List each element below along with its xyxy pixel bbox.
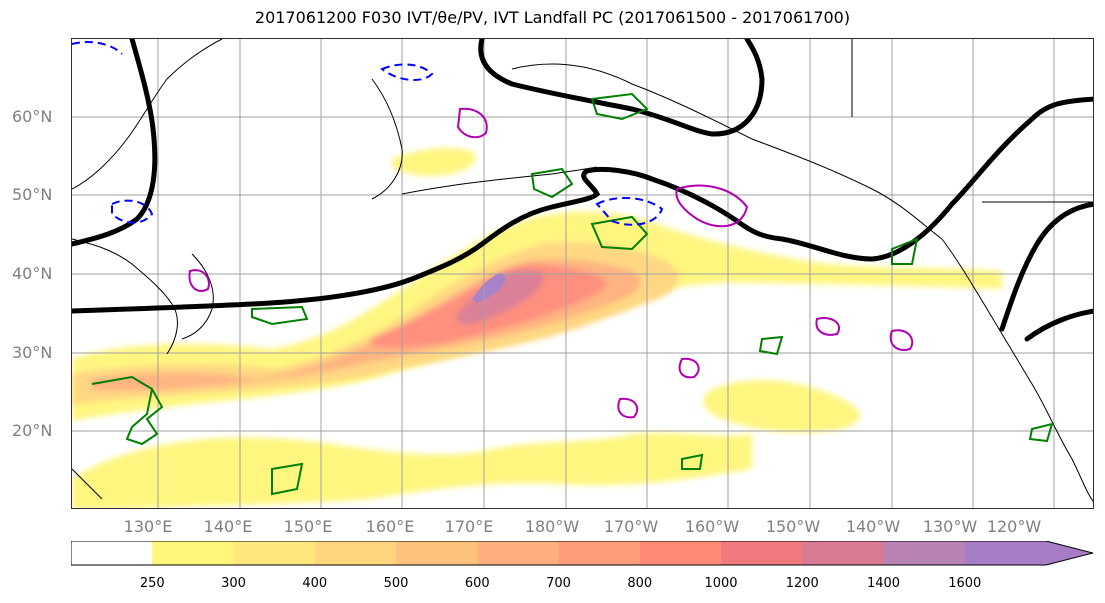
pv-contours-negative — [72, 41, 664, 226]
coast-philippines — [72, 468, 103, 500]
colorbar-tick-label: 500 — [383, 576, 409, 591]
map-title: 2017061200 F030 IVT/θe/PV, IVT Landfall … — [254, 8, 851, 27]
lat-label-50n: 50°N — [12, 185, 53, 204]
colorbar-extension-max — [964, 541, 1093, 565]
pv-contour-dashed — [380, 63, 434, 81]
landfall-pc-contour-north — [478, 39, 765, 137]
ivt-shading — [72, 147, 1002, 508]
colorbar-tick-label: 300 — [221, 576, 246, 591]
ivt-band-250-south — [72, 432, 752, 508]
colorbar-cell — [152, 541, 234, 565]
lat-label-20n: 20°N — [12, 421, 53, 440]
colorbar-cells — [71, 541, 1094, 566]
theta-e-contour — [590, 92, 649, 121]
theta-e-contour — [891, 237, 919, 265]
pv-contour — [678, 357, 700, 379]
theta-e-contour — [590, 215, 649, 251]
ivt-band-1200 — [456, 270, 544, 325]
pv-contour — [815, 317, 840, 336]
coast-aleutians — [401, 166, 598, 195]
lon-label-170e: 170°E — [444, 517, 494, 536]
ivt-band-250-east — [703, 379, 861, 433]
landfall-pc-contour-main — [72, 96, 1093, 314]
lon-label-150w: 150°W — [765, 517, 821, 536]
colorbar-tick-label: 1000 — [704, 576, 738, 591]
colorbar-tick-label: 600 — [464, 576, 490, 591]
lon-label-140e: 140°E — [203, 517, 253, 536]
theta-e-contour — [681, 453, 704, 470]
theta-e-contour — [1028, 422, 1054, 443]
colorbar-cell — [233, 541, 316, 565]
pv-contour-dashed — [595, 197, 664, 226]
pv-contour — [675, 184, 749, 228]
theta-e-contours — [91, 92, 1054, 496]
coast-japan — [181, 253, 214, 340]
colorbar-cell — [477, 541, 559, 565]
graticule — [72, 39, 1093, 508]
coast-kamchatka — [371, 78, 403, 200]
theta-e-contour — [530, 167, 574, 199]
coastlines — [72, 39, 1093, 503]
landfall-pc-contour-east — [999, 201, 1093, 332]
colorbar-tick-label: 1200 — [785, 576, 819, 591]
theta-e-contour — [271, 462, 304, 496]
colorbar-tick-label: 1600 — [948, 576, 982, 591]
colorbar-cell — [396, 541, 478, 565]
pv-contour — [617, 397, 639, 419]
ivt-band-1600 — [472, 273, 506, 303]
colorbar-cell — [883, 541, 966, 565]
theta-e-contour — [758, 335, 784, 356]
landfall-pc-contour-west — [72, 39, 158, 247]
lon-label-180w: 180°W — [524, 517, 580, 536]
lon-label-130w: 130°W — [922, 517, 978, 536]
colorbar-tick-label: 250 — [139, 576, 165, 591]
colorbar-cell — [721, 541, 803, 565]
lat-label-30n: 30°N — [12, 343, 53, 362]
lon-label-140w: 140°W — [845, 517, 901, 536]
ivt-band-250-alaska — [392, 147, 476, 177]
landfall-pc-contour-se — [1024, 308, 1093, 342]
colorbar-cell — [558, 541, 641, 565]
colorbar-tick-label: 700 — [546, 576, 571, 591]
colorbar-outline — [71, 541, 1094, 566]
theta-e-contour — [91, 375, 164, 446]
colorbar-tick-label: 400 — [302, 576, 328, 591]
pv-contour — [188, 269, 210, 292]
colorbar — [71, 541, 1094, 566]
lat-label-60n: 60°N — [12, 107, 53, 126]
lat-label-40n: 40°N — [12, 264, 53, 283]
colorbar-tick-label: 800 — [627, 576, 653, 591]
pv-contour — [456, 107, 488, 139]
pv-contour-dashed — [72, 41, 123, 55]
lon-label-160w: 160°W — [684, 517, 740, 536]
lon-label-160e: 160°E — [365, 517, 415, 536]
colorbar-tick-label: 1400 — [866, 576, 901, 591]
lon-label-120w: 120°W — [986, 517, 1042, 536]
colorbar-cell — [802, 541, 884, 565]
colorbar-cell — [71, 541, 153, 565]
colorbar-cell — [314, 541, 397, 565]
pv-contour — [889, 329, 914, 351]
colorbar-cell — [639, 541, 722, 565]
map-canvas — [72, 39, 1093, 508]
lon-label-130e: 130°E — [123, 517, 173, 536]
map-panel — [71, 38, 1094, 509]
lon-label-170w: 170°W — [603, 517, 659, 536]
coast-na-west — [941, 238, 1093, 503]
pv-contour-dashed — [111, 199, 154, 224]
coast-alaska — [511, 63, 943, 240]
coast-asia — [72, 39, 223, 355]
theta-e-contour — [251, 305, 309, 326]
pv-contours-positive — [188, 107, 914, 419]
lon-label-150e: 150°E — [283, 517, 333, 536]
landfall-pc-contours — [72, 39, 1093, 342]
